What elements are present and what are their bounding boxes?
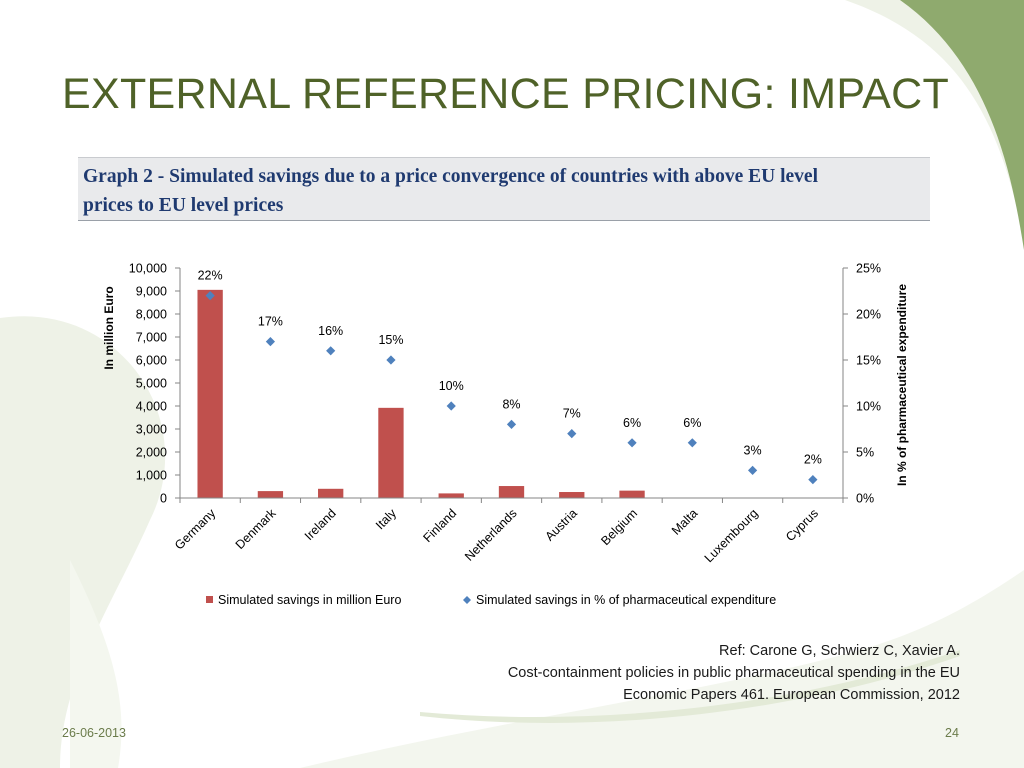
percent-marker: [265, 337, 276, 347]
slide-title: EXTERNAL REFERENCE PRICING: IMPACT: [62, 70, 950, 118]
bar: [619, 490, 645, 498]
left-axis-title: In million Euro: [102, 286, 116, 369]
percent-marker: [205, 291, 215, 301]
percent-marker: [326, 346, 336, 356]
percent-marker: [386, 355, 396, 365]
x-tick-label: Germany: [172, 506, 219, 553]
graph-caption-line-2: prices to EU level prices: [83, 195, 284, 216]
bar: [378, 407, 404, 498]
x-tick-label: Netherlands: [462, 506, 520, 564]
reference-line-1: Ref: Carone G, Schwierz C, Xavier A.: [719, 643, 960, 659]
x-tick-label: Luxembourg: [702, 506, 761, 565]
right-tick-label: 20%: [856, 308, 881, 322]
page-number: 24: [945, 726, 959, 740]
left-tick-label: 0: [160, 492, 167, 506]
percent-marker: [747, 465, 758, 475]
left-tick-label: 5,000: [136, 377, 167, 391]
percent-marker: [567, 429, 577, 439]
legend-bar-label: Simulated savings in million Euro: [218, 593, 401, 607]
left-tick-label: 10,000: [129, 262, 167, 276]
left-tick-label: 7,000: [136, 331, 167, 345]
bar: [498, 486, 525, 498]
bar: [438, 493, 464, 498]
x-tick-label: Austria: [542, 506, 579, 543]
percent-data-label: 15%: [378, 333, 403, 347]
left-tick-label: 2,000: [136, 446, 167, 460]
reference-citation: Ref: Carone G, Schwierz C, Xavier A. Cos…: [508, 640, 960, 706]
percent-data-label: 3%: [744, 443, 762, 457]
percent-marker: [506, 419, 517, 429]
percent-data-label: 2%: [804, 453, 822, 467]
bar: [318, 488, 344, 498]
x-tick-label: Belgium: [598, 506, 640, 548]
chart-legend: Simulated savings in million Euro Simula…: [206, 593, 776, 607]
percent-data-label: 10%: [439, 379, 464, 393]
right-tick-label: 15%: [856, 354, 881, 368]
right-tick-label: 25%: [856, 262, 881, 276]
left-tick-label: 3,000: [136, 423, 167, 437]
left-tick-label: 1,000: [136, 469, 167, 483]
x-tick-label: Cyprus: [783, 506, 821, 544]
bar: [257, 491, 284, 498]
percent-data-label: 6%: [623, 416, 641, 430]
reference-line-2: Cost-containment policies in public phar…: [507, 665, 960, 681]
right-tick-label: 10%: [856, 400, 881, 414]
x-tick-label: Denmark: [233, 506, 279, 552]
x-tick-label: Malta: [669, 506, 701, 538]
bar: [197, 289, 223, 498]
left-tick-label: 9,000: [136, 285, 167, 299]
percent-data-label: 17%: [258, 315, 283, 329]
percent-data-label: 6%: [683, 416, 701, 430]
legend-bar-swatch: [206, 596, 213, 603]
footer-date: 26-06-2013: [62, 726, 126, 740]
x-tick-label: Finland: [420, 506, 459, 545]
right-tick-label: 5%: [856, 446, 874, 460]
graph-caption: Graph 2 - Simulated savings due to a pri…: [78, 157, 930, 221]
left-tick-label: 4,000: [136, 400, 167, 414]
percent-marker: [446, 401, 456, 411]
x-tick-label: Italy: [373, 506, 400, 533]
left-tick-label: 6,000: [136, 354, 167, 368]
x-tick-label: Ireland: [302, 506, 339, 543]
percent-data-label: 8%: [502, 397, 520, 411]
bar: [559, 492, 585, 498]
graph-caption-line-1: Graph 2 - Simulated savings due to a pri…: [83, 166, 818, 187]
reference-line-3: Economic Papers 461. European Commission…: [623, 687, 960, 703]
left-tick-label: 8,000: [136, 308, 167, 322]
percent-data-label: 22%: [198, 269, 223, 283]
right-axis-title: In % of pharmaceutical expenditure: [895, 284, 909, 486]
percent-marker: [627, 438, 637, 448]
percent-marker: [808, 475, 818, 485]
legend-marker-swatch: [463, 596, 471, 604]
legend-marker-label: Simulated savings in % of pharmaceutical…: [476, 593, 776, 607]
percent-marker: [687, 438, 697, 448]
percent-data-label: 16%: [318, 324, 343, 338]
percent-data-label: 7%: [563, 407, 581, 421]
right-tick-label: 0%: [856, 492, 874, 506]
